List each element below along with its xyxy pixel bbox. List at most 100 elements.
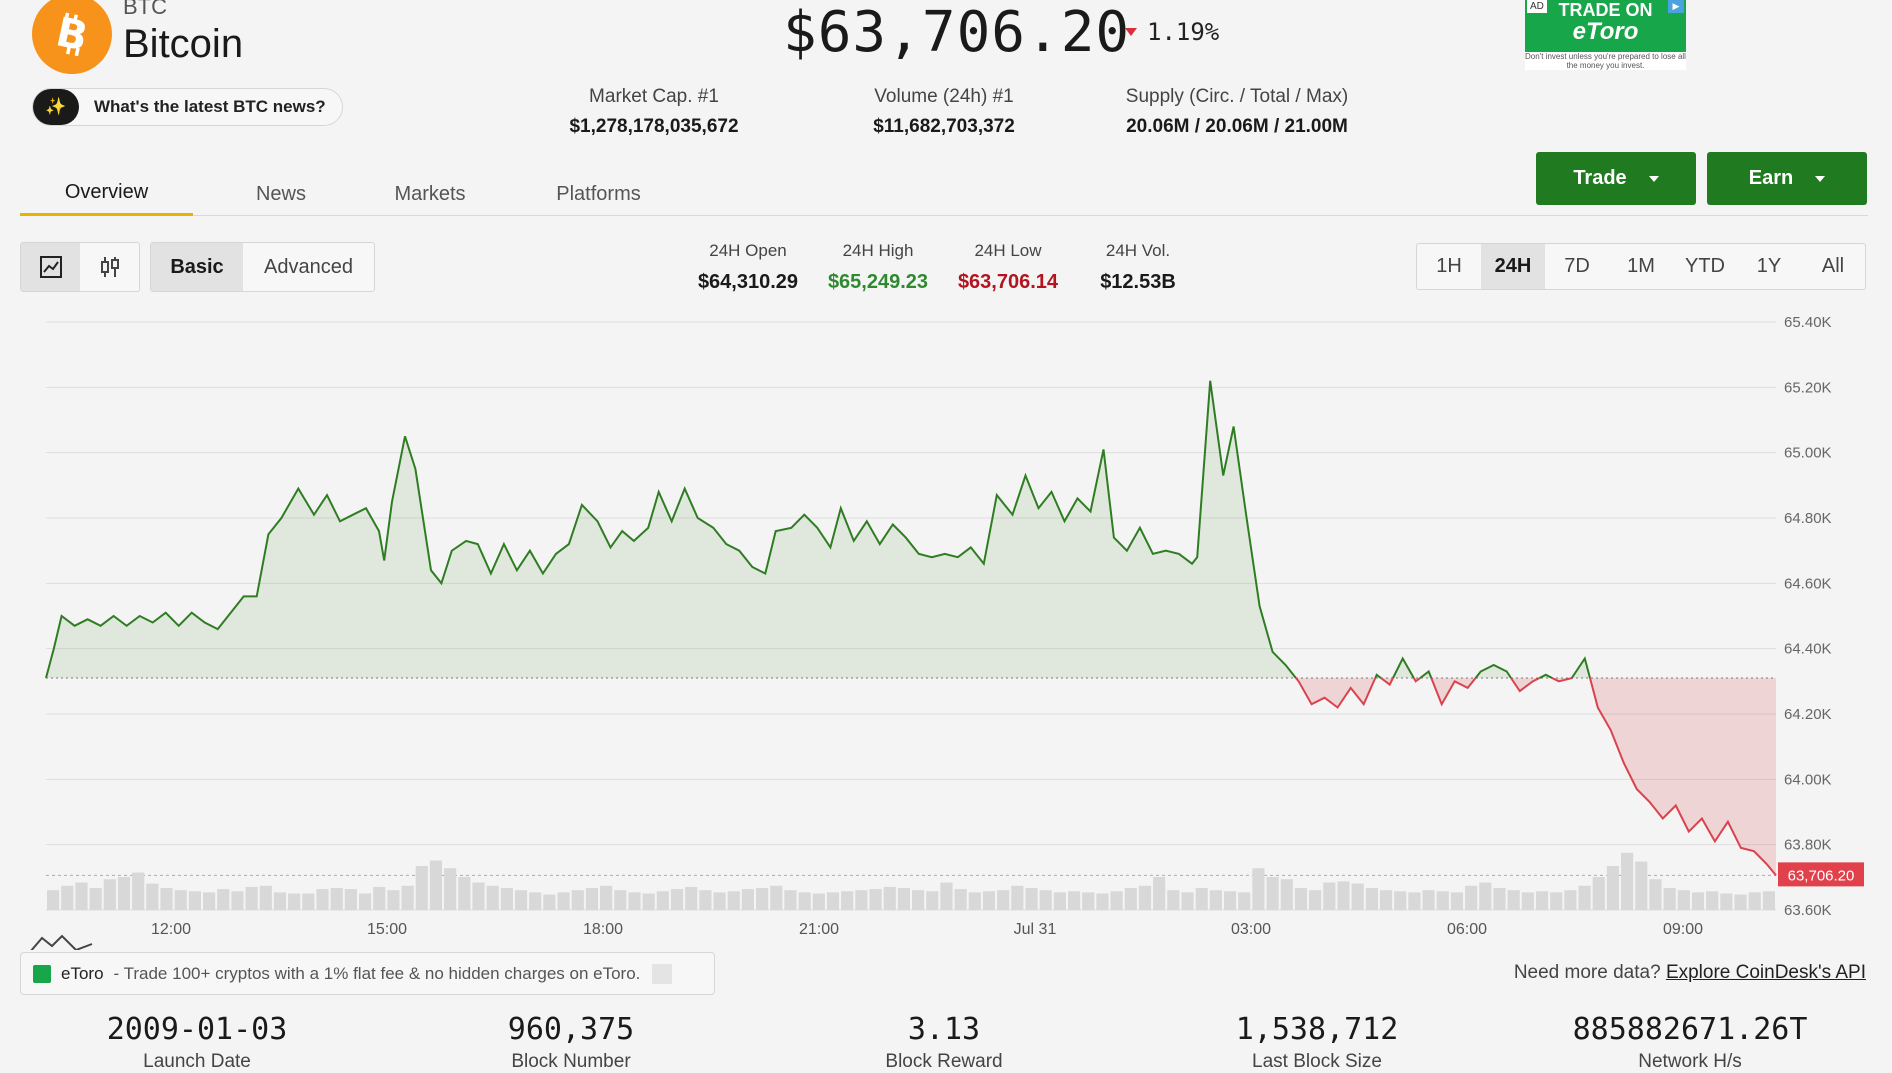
line-above-open <box>1374 673 1382 679</box>
day-stat-label: 24H High <box>842 241 914 260</box>
block-stat-label: Block Number <box>511 1051 631 1072</box>
volume-bar <box>557 892 570 910</box>
stat-label: Volume (24h) #1 <box>874 86 1014 107</box>
volume-bar <box>670 889 684 910</box>
volume-bars <box>47 852 1775 910</box>
volume-bar <box>429 860 443 910</box>
volume-bar <box>968 892 981 910</box>
volume-bar <box>798 892 811 910</box>
etoro-promo[interactable]: eToro - Trade 100+ cryptos with a 1% fla… <box>20 952 715 995</box>
range-all[interactable]: All <box>1821 255 1845 277</box>
ad-disclaimer: Don't invest unless you're prepared to l… <box>1525 52 1686 70</box>
tab-markets[interactable]: Markets <box>394 182 466 205</box>
trade-button[interactable]: Trade <box>1536 152 1696 205</box>
volume-bar <box>1124 888 1137 910</box>
line-above-open <box>1570 656 1591 679</box>
volume-bar <box>1564 890 1577 910</box>
volume-bar <box>245 886 258 910</box>
volume-bar <box>1635 861 1648 910</box>
volume-bar <box>273 892 287 910</box>
y-tick-label: 64.00K <box>1784 771 1832 788</box>
volume-bar <box>1067 891 1081 910</box>
volume-bar <box>1167 890 1180 910</box>
volume-bar <box>1252 868 1265 910</box>
range-1h[interactable]: 1H <box>1436 255 1462 277</box>
tab-news[interactable]: News <box>255 182 306 205</box>
price-area <box>46 380 1776 876</box>
latest-news-label: What's the latest BTC news? <box>94 97 326 116</box>
volume-bar <box>288 893 301 910</box>
block-stat-label: Network H/s <box>1638 1051 1742 1072</box>
volume-bar <box>1720 893 1733 910</box>
volume-bar <box>1138 885 1152 910</box>
line-below-open <box>1380 677 1394 687</box>
volume-bar <box>529 892 542 910</box>
volume-bar <box>1096 893 1109 910</box>
range-7d[interactable]: 7D <box>1564 255 1590 277</box>
volume-bar <box>1507 890 1520 910</box>
volume-bar <box>358 893 372 910</box>
volume-bar <box>188 891 201 910</box>
price-change-value: 1.19% <box>1147 18 1220 46</box>
volume-bar <box>1408 892 1421 910</box>
volume-bar <box>1550 892 1563 910</box>
info-icon[interactable] <box>652 963 673 984</box>
volume-bar <box>1153 877 1166 910</box>
volume-bar <box>1223 891 1237 910</box>
volume-bar <box>89 888 102 910</box>
range-1m[interactable]: 1M <box>1627 255 1655 277</box>
candlestick-chart-button[interactable] <box>80 243 139 291</box>
volume-bar <box>699 890 712 910</box>
etoro-icon <box>33 964 51 983</box>
volume-bar <box>841 891 854 910</box>
adchoices-icon[interactable]: ▶ <box>1668 0 1684 13</box>
tab-overview[interactable]: Overview <box>20 172 193 216</box>
volume-bar <box>174 890 187 910</box>
volume-bar <box>1663 888 1676 910</box>
earn-button[interactable]: Earn <box>1707 152 1867 205</box>
bitcoin-icon: B <box>52 9 92 60</box>
price-chart[interactable]: 65.40K 65.20K 65.00K 64.80K 64.60K 64.40K 64.2… <box>0 300 1892 950</box>
volume-bar <box>1053 892 1066 910</box>
y-tick-label: 64.60K <box>1784 575 1832 592</box>
ad-banner[interactable]: TRADE ON eToro AD ▶ Don't invest unless … <box>1525 0 1686 70</box>
api-callout: Need more data? Explore CoinDesk's API <box>1514 962 1866 984</box>
coin-name: Bitcoin <box>123 22 244 66</box>
basic-mode-button[interactable]: Basic <box>151 243 243 291</box>
api-link[interactable]: Explore CoinDesk's API <box>1665 962 1866 983</box>
advanced-mode-button[interactable]: Advanced <box>264 255 353 278</box>
volume-bar <box>1280 879 1293 910</box>
coin-tabs: Overview News Markets Platforms <box>20 172 1868 216</box>
line-chart-icon <box>39 256 62 278</box>
bitcoin-logo: B <box>32 0 112 74</box>
x-tick-label: 12:00 <box>151 921 191 938</box>
x-tick-label: 18:00 <box>583 921 623 938</box>
volume-bar <box>61 885 74 910</box>
volume-bar <box>1422 890 1435 910</box>
block-stat-value: 3.13 <box>907 1012 981 1047</box>
volume-bar <box>1606 866 1620 910</box>
volume-bar <box>656 891 669 910</box>
volume-bar <box>1110 891 1123 910</box>
block-stat-value: 1,538,712 <box>1235 1012 1399 1047</box>
area-below-open <box>1431 677 1476 705</box>
block-stat-value: 885882671.26T <box>1572 1012 1808 1047</box>
price-line <box>45 380 1777 877</box>
tab-platforms[interactable]: Platforms <box>556 182 641 205</box>
y-tick-label: 64.20K <box>1784 706 1832 723</box>
promo-text: - Trade 100+ cryptos with a 1% flat fee … <box>113 963 641 983</box>
latest-news-button[interactable]: ✨ What's the latest BTC news? <box>32 88 343 126</box>
line-chart-button[interactable] <box>21 243 80 291</box>
volume-bar <box>1082 892 1095 910</box>
volume-bar <box>160 888 173 910</box>
volume-bar <box>1294 888 1308 910</box>
range-ytd[interactable]: YTD <box>1685 255 1725 277</box>
volume-bar <box>373 886 386 910</box>
volume-bar <box>770 885 783 910</box>
volume-bar <box>1450 892 1464 910</box>
range-1y[interactable]: 1Y <box>1756 255 1782 277</box>
day-stat-value: $64,310.29 <box>697 271 799 293</box>
area-above-open <box>1393 658 1414 678</box>
range-24h[interactable]: 24H <box>1481 244 1545 289</box>
volume-bar <box>146 883 159 910</box>
